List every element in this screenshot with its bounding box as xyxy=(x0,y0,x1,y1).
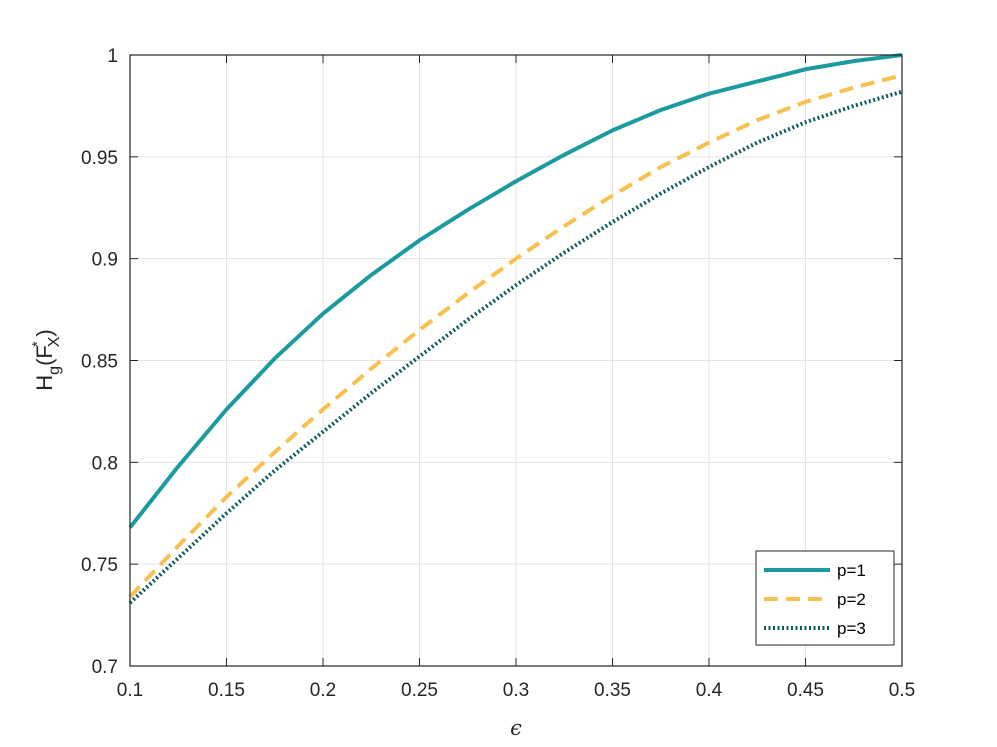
y-tick-label: 0.75 xyxy=(81,555,118,576)
y-tick-label: 0.8 xyxy=(92,453,118,474)
y-tick-label: 1 xyxy=(107,46,118,67)
svg-text:Hg(F*X): Hg(F*X) xyxy=(29,329,63,390)
x-tick-label: 0.35 xyxy=(594,680,631,701)
y-tick-label: 0.95 xyxy=(81,148,118,169)
y-label-sub: g xyxy=(46,366,63,375)
x-tick-label: 0.15 xyxy=(208,680,245,701)
x-tick-label: 0.5 xyxy=(889,680,915,701)
legend: p=1 p=2 p=3 xyxy=(755,550,895,646)
series-line-p3 xyxy=(128,89,903,605)
y-label-close: ) xyxy=(32,329,57,336)
x-tick-label: 0.3 xyxy=(503,680,529,701)
x-tick-label: 0.2 xyxy=(310,680,336,701)
legend-label: p=1 xyxy=(837,561,866,580)
y-label-sup: * xyxy=(29,341,46,347)
y-label-base: H xyxy=(32,375,57,391)
y-axis-label: Hg(F*X) xyxy=(29,329,63,390)
x-axis-label: ϵ xyxy=(510,716,522,740)
tick-labels: 0.1 0.15 0.2 0.25 0.3 0.35 0.4 0.45 0.5 0.7 0.75 0.… xyxy=(81,46,915,701)
y-tick-label: 0.7 xyxy=(92,657,118,678)
legend-label: p=2 xyxy=(837,590,866,609)
x-tick-label: 0.1 xyxy=(117,680,143,701)
ticks xyxy=(129,54,903,667)
y-tick-label: 0.9 xyxy=(92,250,118,271)
x-tick-label: 0.25 xyxy=(401,680,438,701)
series-line-p1 xyxy=(128,53,903,529)
legend-label: p=3 xyxy=(837,619,866,638)
y-tick-label: 0.85 xyxy=(81,352,118,373)
y-label-sub2: X xyxy=(46,336,63,347)
x-tick-label: 0.4 xyxy=(696,680,723,701)
x-tick-label: 0.45 xyxy=(787,680,824,701)
series-layer xyxy=(128,53,903,605)
series-line-p2 xyxy=(128,73,903,599)
y-label-open: (F xyxy=(32,345,57,366)
